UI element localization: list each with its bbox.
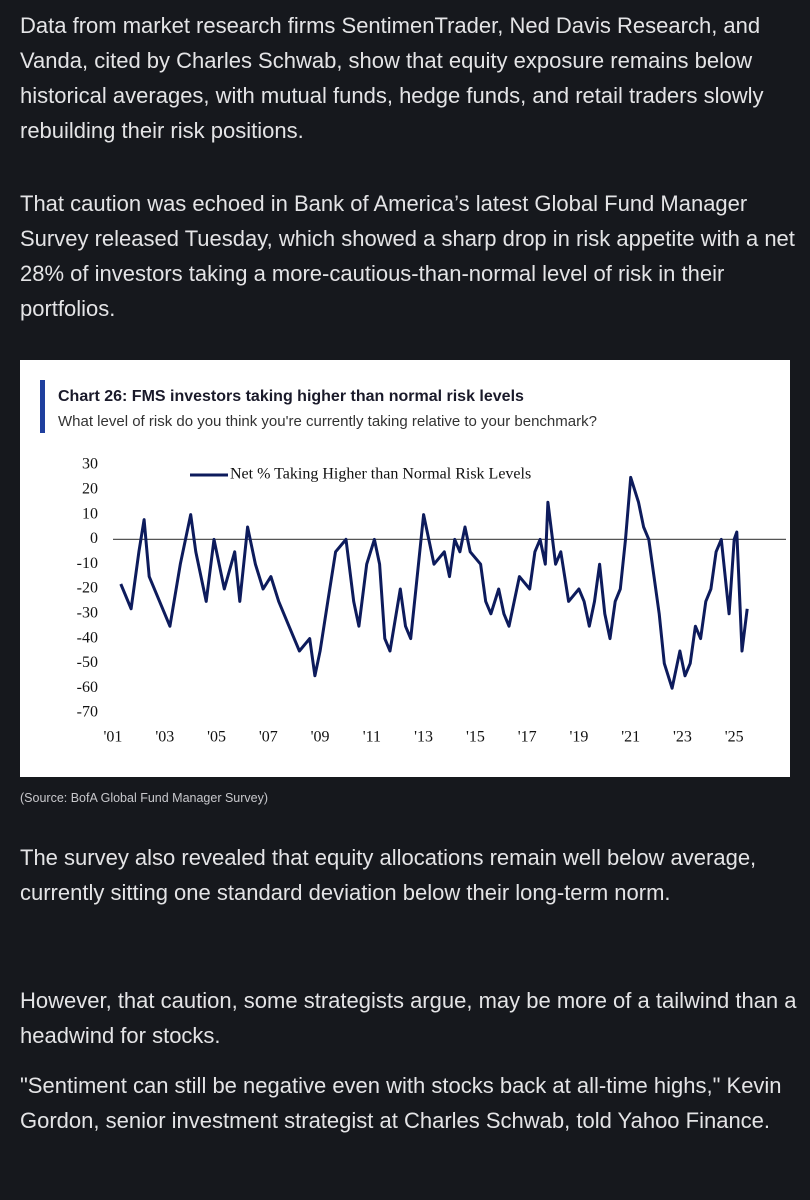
paragraph: "Sentiment can still be negative even wi… <box>20 1073 782 1133</box>
x-tick-label: '21 <box>621 729 640 746</box>
source: (Source: BofA Global Fund Manager Survey… <box>20 791 269 805</box>
y-tick-label: -10 <box>77 555 98 572</box>
paragraph: Data from market research firms Sentimen… <box>20 13 764 143</box>
paragraph: That caution was echoed in Bank of Ameri… <box>20 191 795 321</box>
x-tick-label: '05 <box>207 729 226 746</box>
x-tick-label: '09 <box>311 729 330 746</box>
legend-label: Net % Taking Higher than Normal Risk Lev… <box>230 466 531 483</box>
y-tick-label: 30 <box>82 456 98 473</box>
x-tick-label: '25 <box>725 729 744 746</box>
x-tick-label: '03 <box>155 729 174 746</box>
y-tick-label: 20 <box>82 480 98 497</box>
y-tick-label: -50 <box>77 654 98 671</box>
x-tick-label: '15 <box>466 729 485 746</box>
x-tick-label: '11 <box>363 729 381 746</box>
x-tick-label: '01 <box>104 729 123 746</box>
chart: Chart 26: FMS investors taking higher th… <box>20 360 790 777</box>
title-accent <box>40 380 45 433</box>
paragraph: The survey also revealed that equity all… <box>20 845 757 905</box>
chart-subtitle: What level of risk do you think you're c… <box>58 413 597 430</box>
y-tick-label: -70 <box>77 704 98 721</box>
paragraph: However, that caution, some strategists … <box>20 988 797 1048</box>
x-tick-label: '23 <box>673 729 692 746</box>
y-tick-label: -60 <box>77 679 98 696</box>
chart-title: Chart 26: FMS investors taking higher th… <box>58 388 524 405</box>
y-tick-label: -40 <box>77 629 98 646</box>
x-tick-label: '07 <box>259 729 278 746</box>
y-tick-label: -20 <box>77 580 98 597</box>
line-series <box>119 475 749 690</box>
x-tick-label: '13 <box>414 729 433 746</box>
x-tick-label: '19 <box>569 729 588 746</box>
y-tick-label: 10 <box>82 505 98 522</box>
x-tick-label: '17 <box>518 729 537 746</box>
y-tick-label: 0 <box>90 530 98 547</box>
y-tick-label: -30 <box>77 604 98 621</box>
